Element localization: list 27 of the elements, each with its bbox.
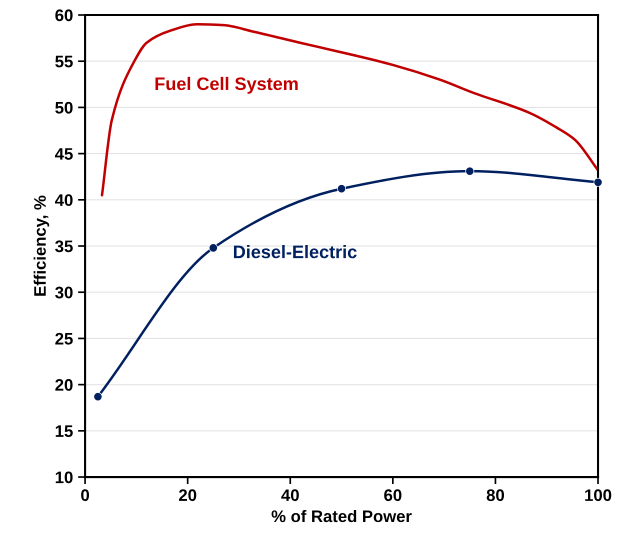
x-tick-label: 0: [81, 489, 90, 502]
x-tick-label: 100: [585, 489, 612, 502]
point: [594, 178, 603, 187]
y-tick-label: 60: [55, 9, 73, 22]
y-tick-label: 15: [56, 425, 73, 438]
point: [337, 184, 346, 194]
point: [208, 243, 218, 252]
point: [465, 166, 474, 176]
line-series: [100, 23, 598, 196]
y-tick-label: 50: [55, 102, 73, 114]
y-axis-title: Efficiency, %: [34, 196, 50, 296]
series-label: Diesel-Electric: [234, 245, 357, 258]
x-axis-title: % of Rated Power: [272, 510, 412, 522]
y-tick-label: 40: [54, 194, 73, 206]
x-tick-label: 40: [281, 489, 299, 502]
y-tick-label: 30: [55, 286, 73, 298]
point: [93, 392, 102, 402]
y-tick-label: 45: [54, 148, 73, 160]
x-tick-label: 60: [384, 489, 402, 502]
series-label: Fuel Cell System: [155, 76, 298, 94]
x-tick-label: 20: [178, 489, 196, 502]
y-tick-label: 20: [55, 379, 73, 391]
y-tick-label: 25: [55, 332, 73, 345]
y-tick-label: 55: [55, 56, 73, 68]
y-tick-label: 10: [56, 471, 73, 484]
y-tick-label: 35: [55, 240, 73, 252]
x-tick-label: 80: [486, 489, 504, 502]
